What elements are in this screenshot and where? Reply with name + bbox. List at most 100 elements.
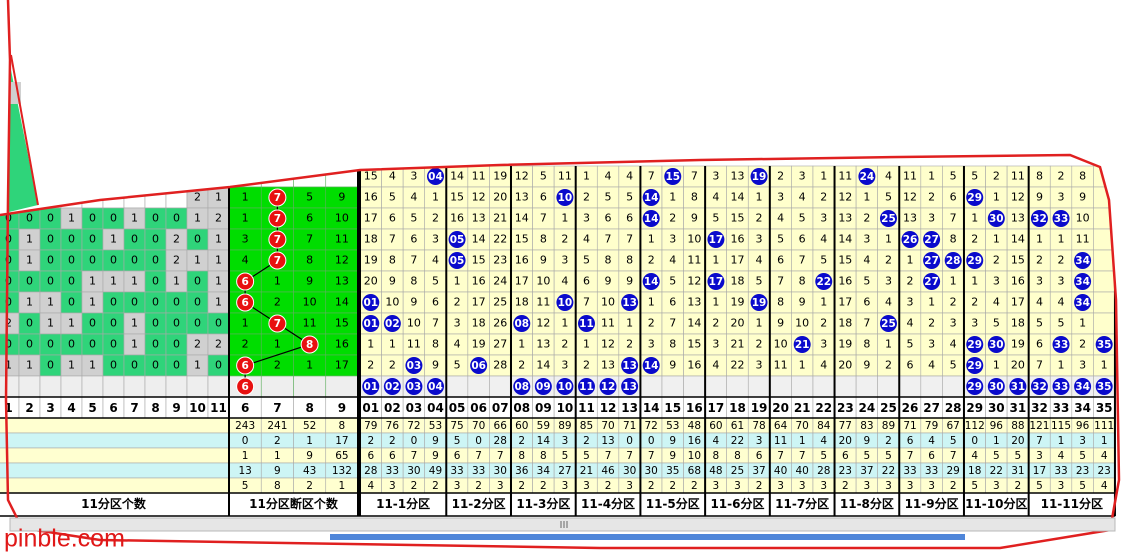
footer-label: 11-8分区 [840,496,894,511]
cell-value: 0 [173,296,180,309]
stat-value: 3 [864,480,871,492]
cell-value: 2 [907,275,914,288]
cell-value: 5 [993,317,1000,330]
stat-value: 3 [756,435,763,447]
cell-value: 19 [364,254,378,267]
column-header: 21 [794,401,811,415]
column-header: 11 [210,401,227,415]
cell-value: 16 [1011,275,1025,288]
cell-value: 8 [691,191,698,204]
cell-value: 17 [838,296,852,309]
cell-value: 3 [971,317,978,330]
cell-value: 6 [907,359,914,372]
hit-number: 02 [385,318,400,330]
hit-ball [966,336,984,353]
cell-value: 4 [799,191,806,204]
stat-value: 3 [734,480,741,492]
cell [855,375,878,398]
stat-value: 9 [432,450,439,462]
hit-ball [513,378,531,395]
cell-value: 10 [385,296,399,309]
hit-ball [621,294,639,311]
hit-number: 14 [644,276,659,288]
cell-value: 1 [173,275,180,288]
hit-ball [944,252,962,269]
cell-value: 11 [335,233,349,246]
stat-value: 79 [364,420,377,432]
hit-number: 32 [1032,213,1047,225]
stat-value: 18 [968,465,981,477]
stat-value: 7 [475,450,482,462]
column-header: 10 [189,401,206,415]
stat-value: 78 [752,420,765,432]
cell-value: 0 [152,254,159,267]
cell-value: 0 [26,275,33,288]
column-header: 13 [621,401,638,415]
cell-value: 0 [47,233,54,246]
cell-value: 8 [799,275,806,288]
stat-value: 22 [731,435,744,447]
cell-value: 5 [626,191,633,204]
cell-value: 0 [152,275,159,288]
column-header: 04 [427,401,444,415]
cell-value: 10 [795,317,809,330]
cell-value: 6 [950,191,957,204]
cell-value: 14 [1011,233,1025,246]
hit-ball [923,252,941,269]
hit-ball [426,378,444,395]
footer-label: 11分区个数 [81,496,147,511]
cell-value: 1 [885,338,892,351]
stat-value: 0 [411,435,418,447]
stat-value: 3 [583,480,590,492]
column-header: 6 [109,401,117,415]
cell-value: 3 [885,275,892,288]
cell-value: 2 [1036,254,1043,267]
cell-value: 13 [335,275,349,288]
hit-ball [750,294,768,311]
stat-value: 3 [993,480,1000,492]
stat-value: 3 [1036,450,1043,462]
cell-value: 27 [493,338,507,351]
stat-value: 0 [626,435,633,447]
stat-value: 17 [1033,465,1046,477]
cell-value: 1 [47,296,54,309]
scroll-grip [560,521,568,528]
stat-value: 60 [515,420,528,432]
cell-value: 1 [215,254,222,267]
stat-value: 5 [864,450,871,462]
cell-value: 5 [432,275,439,288]
cell-value: 12 [335,254,349,267]
cell-value: 2 [712,317,719,330]
cell-value: 6 [777,254,784,267]
cell-value: 1 [194,212,201,225]
cell-value: 1 [215,296,222,309]
footer-label: 11分区断区个数 [249,496,339,511]
column-header: 23 [837,401,854,415]
stat-value: 115 [1051,420,1071,432]
cell-value: 1 [885,233,892,246]
cell-value: 2 [993,254,1000,267]
column-header: 7 [130,401,138,415]
cell-value: 22 [730,359,744,372]
column-header: 34 [1074,401,1091,415]
cell-value: 4 [1036,296,1043,309]
hit-ball [1052,210,1070,227]
scrollbar[interactable] [9,517,1116,532]
footer-label: 11-4分区 [581,496,635,511]
cell-value: 20 [364,275,378,288]
hit-number: 7 [274,318,281,330]
cell-value: 19 [838,338,852,351]
hit-ball [793,336,811,353]
cell-value: 4 [950,338,957,351]
hit-number: 21 [795,339,810,351]
cell [60,375,83,398]
cell-value: 4 [928,359,935,372]
stat-value: 5 [454,435,461,447]
stat-value: 7 [626,450,633,462]
cell-value: 1 [648,233,655,246]
stat-value: 1 [306,435,313,447]
stat-value: 10 [688,450,701,462]
stat-value: 7 [1036,435,1043,447]
stat-value: 4 [928,435,935,447]
